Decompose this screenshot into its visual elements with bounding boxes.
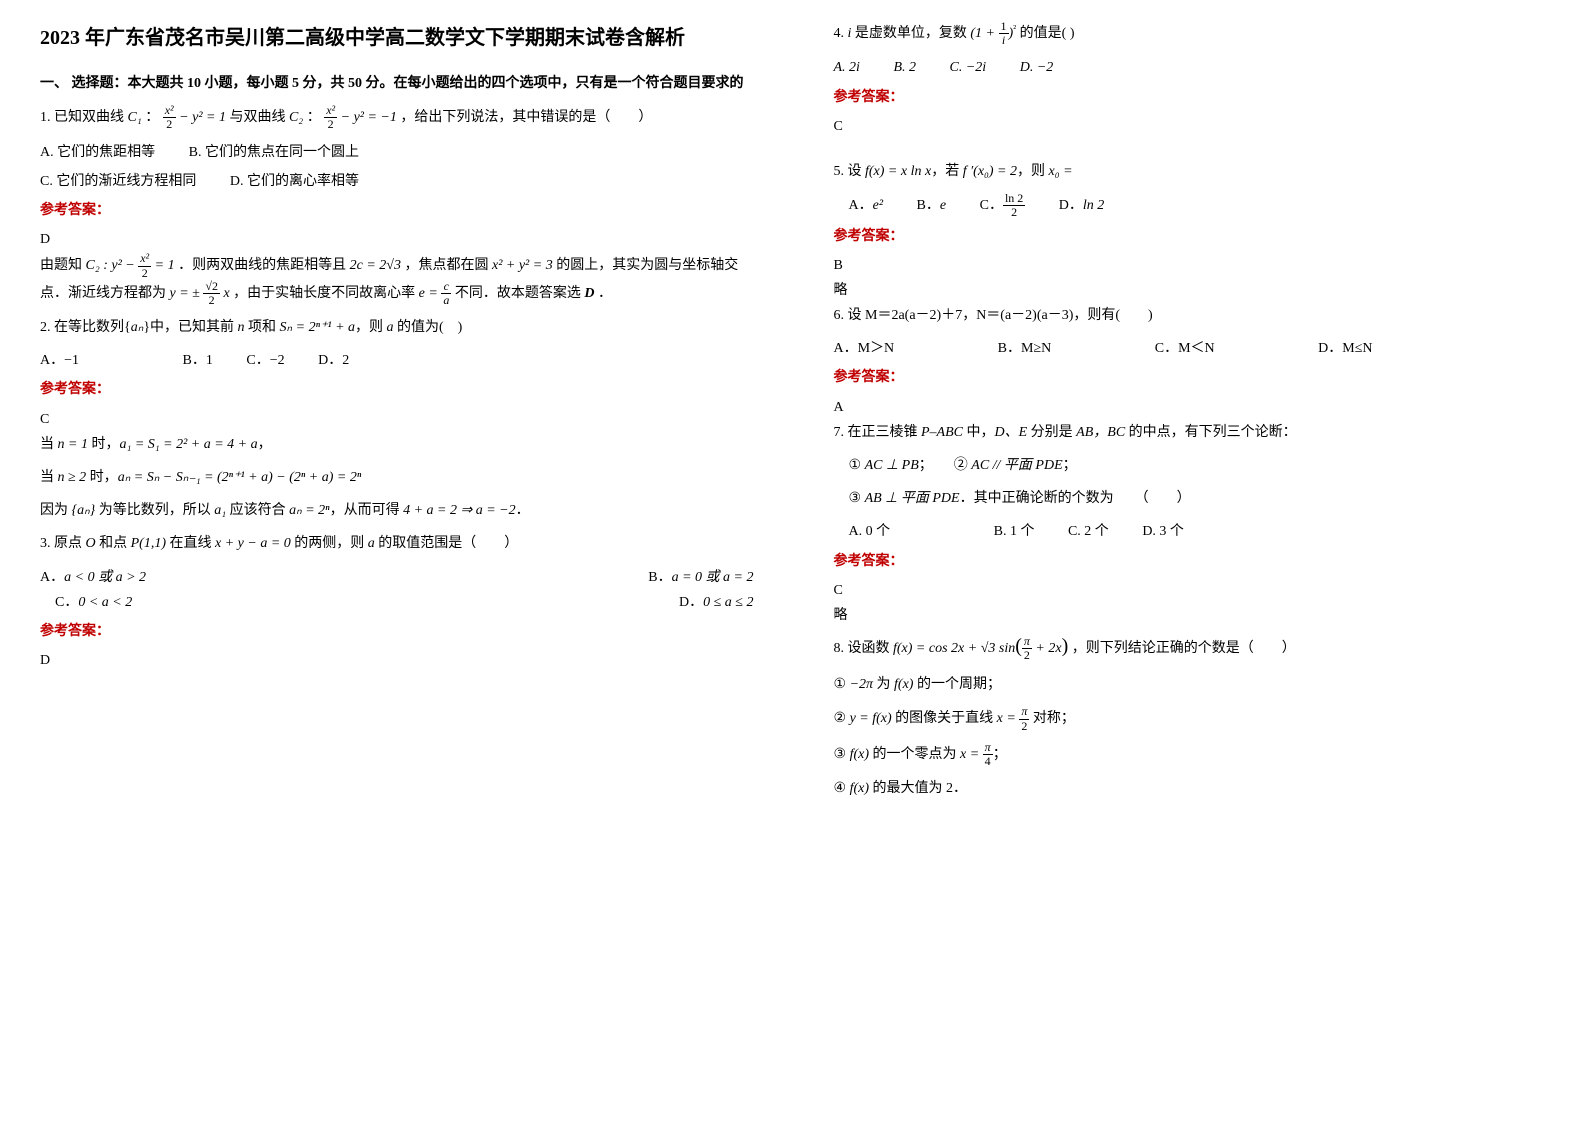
question-5: 5. 设 f(x) = x ln x，若 f ′(x₀) = 2，则 x₀ = <box>834 159 1548 184</box>
q2-optA: A．−1 <box>40 348 79 373</box>
q1-prefix: 1. 已知双曲线 <box>40 110 124 125</box>
q7-options: A. 0 个 B. 1 个 C. 2 个 D. 3 个 <box>849 519 1548 544</box>
question-8: 8. 设函数 f(x) = cos 2x + √3 sin(π2 + 2x) ，… <box>834 628 1548 664</box>
q3-answer: D <box>40 648 754 673</box>
q1-answer: D <box>40 227 754 252</box>
q8-stmt3: ③ f(x) 的一个零点为 x = π4； <box>834 741 1548 768</box>
q3-optB: B．a = 0 或 a = 2 <box>648 565 753 590</box>
q7-answer-label: 参考答案： <box>834 549 1548 574</box>
q5-optD: D．ln 2 <box>1059 193 1105 218</box>
q2-sol-line2: 当 n ≥ 2 时，aₙ = Sₙ − Sₙ₋₁ = (2ⁿ⁺¹ + a) − … <box>40 465 754 490</box>
q1-options: A. 它们的焦距相等 B. 它们的焦点在同一个圆上 <box>40 140 754 165</box>
q4-answer: C <box>834 114 1548 139</box>
q3-options-2: C．0 < a < 2 D．0 ≤ a ≤ 2 <box>40 590 754 615</box>
q1-eq1-rest: − y² = 1 <box>179 110 226 125</box>
q3-optA: A．a < 0 或 a > 2 <box>40 565 146 590</box>
question-4: 4. i 是虚数单位，复数 (1 + 1i)² 的值是( ) <box>834 20 1548 47</box>
q5-solution: 略 <box>834 278 1548 303</box>
q2-sol-line3: 因为 {aₙ} 为等比数列，所以 a₁ 应该符合 aₙ = 2ⁿ，从而可得 4 … <box>40 498 754 523</box>
q1-optD: D. 它们的离心率相等 <box>230 169 359 194</box>
q4-optC: C. −2i <box>950 55 987 80</box>
q2-answer-label: 参考答案： <box>40 377 754 402</box>
q1-c1: C₁ <box>128 110 142 125</box>
q6-optB: B．M≥N <box>998 336 1052 361</box>
q3-options-1: A．a < 0 或 a > 2 B．a = 0 或 a = 2 <box>40 565 754 590</box>
q1-optA: A. 它们的焦距相等 <box>40 140 155 165</box>
q6-answer: A <box>834 395 1548 420</box>
q2-answer: C <box>40 407 754 432</box>
q1-options-2: C. 它们的渐近线方程相同 D. 它们的离心率相等 <box>40 169 754 194</box>
q1-answer-label: 参考答案： <box>40 198 754 223</box>
q4-optB: B. 2 <box>893 55 916 80</box>
q7-stmt-3: ③ AB ⊥ 平面 PDE．其中正确论断的个数为 （ ） <box>849 486 1548 511</box>
right-column: 4. i 是虚数单位，复数 (1 + 1i)² 的值是( ) A. 2i B. … <box>794 0 1587 1122</box>
document-title: 2023 年广东省茂名市吴川第二高级中学高二数学文下学期期末试卷含解析 <box>40 20 754 56</box>
q1-optB: B. 它们的焦点在同一个圆上 <box>189 140 359 165</box>
q5-optB: B．e <box>917 193 947 218</box>
q1-optC: C. 它们的渐近线方程相同 <box>40 169 196 194</box>
q7-optC: C. 2 个 <box>1068 519 1109 544</box>
q5-answer: B <box>834 253 1548 278</box>
q7-optA: A. 0 个 <box>849 519 891 544</box>
section-1-header: 一、 选择题：本大题共 10 小题，每小题 5 分，共 50 分。在每小题给出的… <box>40 71 754 96</box>
q2-optC: C．−2 <box>246 348 284 373</box>
q3-answer-label: 参考答案： <box>40 619 754 644</box>
question-6: 6. 设 M＝2a(a－2)＋7，N＝(a－2)(a－3)，则有( ) <box>834 303 1548 328</box>
q8-stmt2: ② y = f(x) 的图像关于直线 x = π2 对称； <box>834 705 1548 732</box>
left-column: 2023 年广东省茂名市吴川第二高级中学高二数学文下学期期末试卷含解析 一、 选… <box>0 0 794 1122</box>
q8-stmt4: ④ f(x) 的最大值为 2． <box>834 776 1548 801</box>
q4-optA: A. 2i <box>834 55 860 80</box>
q2-sol-line1: 当 n = 1 时，a₁ = S₁ = 2² + a = 4 + a， <box>40 432 754 457</box>
question-3: 3. 原点 O 和点 P(1,1) 在直线 x + y − a = 0 的两侧，… <box>40 531 754 556</box>
q5-options: A．e² B．e C．ln 22 D．ln 2 <box>849 192 1548 219</box>
q1-colon2: ： <box>307 110 321 125</box>
q1-solution: 由题知 C₂ : y² − x² 2 = 1 ．则两双曲线的焦距相等且 2c =… <box>40 252 754 307</box>
q1-suffix: ，给出下列说法，其中错误的是（ ） <box>400 110 652 125</box>
q6-optD: D．M≤N <box>1318 341 1372 356</box>
q1-colon1: ： <box>145 110 159 125</box>
q1-frac2: x² 2 <box>324 104 337 131</box>
q7-answer: C <box>834 578 1548 603</box>
q2-options: A．−1 B．1 C．−2 D．2 <box>40 348 754 373</box>
q6-answer-label: 参考答案： <box>834 365 1548 390</box>
q7-stmt-12: ① AC ⊥ PB； ② AC // 平面 PDE； <box>849 453 1548 478</box>
q3-optD: D．0 ≤ a ≤ 2 <box>679 590 754 615</box>
q1-frac1: x² 2 <box>163 104 176 131</box>
q1-midtext: 与双曲线 <box>229 110 285 125</box>
q6-optC: C．M＜N <box>1155 336 1215 361</box>
q2-optD: D．2 <box>318 348 349 373</box>
q7-optB: B. 1 个 <box>994 519 1035 544</box>
q6-optA: A．M＞N <box>834 336 895 361</box>
q6-options: A．M＞N B．M≥N C．M＜N D．M≤N <box>834 336 1548 361</box>
q5-optC: C．ln 22 <box>980 192 1026 219</box>
q8-stmt1: ① −2π 为 f(x) 的一个周期； <box>834 672 1548 697</box>
q5-optA: A．e² <box>849 193 884 218</box>
q4-answer-label: 参考答案： <box>834 85 1548 110</box>
q1-c2: C₂ <box>289 110 303 125</box>
q4-options: A. 2i B. 2 C. −2i D. −2 <box>834 55 1548 80</box>
q4-optD: D. −2 <box>1020 55 1054 80</box>
question-2: 2. 在等比数列{aₙ}中，已知其前 n 项和 Sₙ = 2ⁿ⁺¹ + a，则 … <box>40 315 754 340</box>
question-1: 1. 已知双曲线 C₁ ： x² 2 − y² = 1 与双曲线 C₂ ： x²… <box>40 104 754 131</box>
q3-optC: C．0 < a < 2 <box>55 590 132 615</box>
q2-optB: B．1 <box>183 348 213 373</box>
q1-eq2-rest: − y² = −1 <box>341 110 397 125</box>
q5-answer-label: 参考答案： <box>834 224 1548 249</box>
q7-optD: D. 3 个 <box>1142 519 1184 544</box>
question-7: 7. 在正三棱锥 P–ABC 中，D、E 分别是 AB，BC 的中点，有下列三个… <box>834 420 1548 445</box>
q7-solution: 略 <box>834 603 1548 628</box>
